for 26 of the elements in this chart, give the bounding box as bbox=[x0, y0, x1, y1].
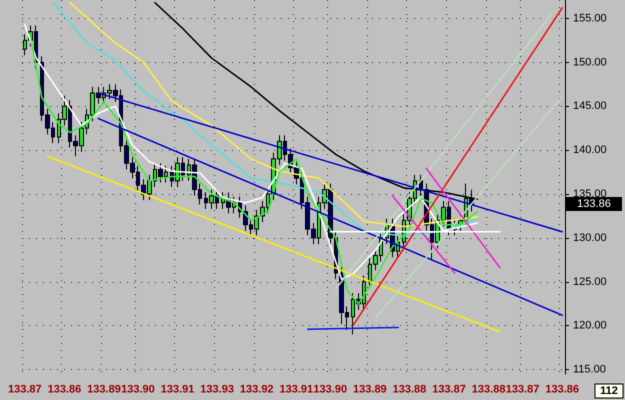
x-tick-label: 133.90 bbox=[313, 384, 348, 396]
x-tick-label: 133.91 bbox=[280, 384, 314, 396]
y-tick-label: 140.00 bbox=[573, 144, 607, 156]
x-tick-label: 133.87 bbox=[8, 384, 42, 396]
y-tick-label: 120.00 bbox=[573, 320, 607, 332]
x-tick-label: 133.90 bbox=[121, 384, 155, 396]
x-tick-label: 133.87 bbox=[432, 384, 466, 396]
y-tick-label: 115.00 bbox=[573, 364, 606, 376]
x-tick-label: 133.89 bbox=[353, 384, 387, 396]
x-tick-label: 133.93 bbox=[200, 384, 234, 396]
x-tick-label: 133.86 bbox=[48, 384, 82, 396]
x-tick-label: 133.88 bbox=[392, 384, 426, 396]
x-tick-label: 133.88 bbox=[472, 384, 506, 396]
x-tick-label: 133.92 bbox=[240, 384, 274, 396]
x-tick-label: 133.91 bbox=[160, 384, 194, 396]
y-tick-label: 155.00 bbox=[573, 12, 607, 24]
text: 133.86 bbox=[577, 198, 611, 210]
x-tick-label: 133.87 bbox=[506, 384, 540, 396]
y-tick-label: 125.00 bbox=[573, 276, 607, 288]
x-tick-label: 133.86 bbox=[545, 384, 579, 396]
y-tick-label: 150.00 bbox=[573, 56, 607, 68]
text: 112 bbox=[600, 385, 618, 397]
y-tick-label: 130.00 bbox=[573, 232, 607, 244]
x-tick-label: 133.89 bbox=[87, 384, 121, 396]
y-tick-label: 135.00 bbox=[573, 188, 607, 200]
y-tick-label: 145.00 bbox=[573, 100, 607, 112]
